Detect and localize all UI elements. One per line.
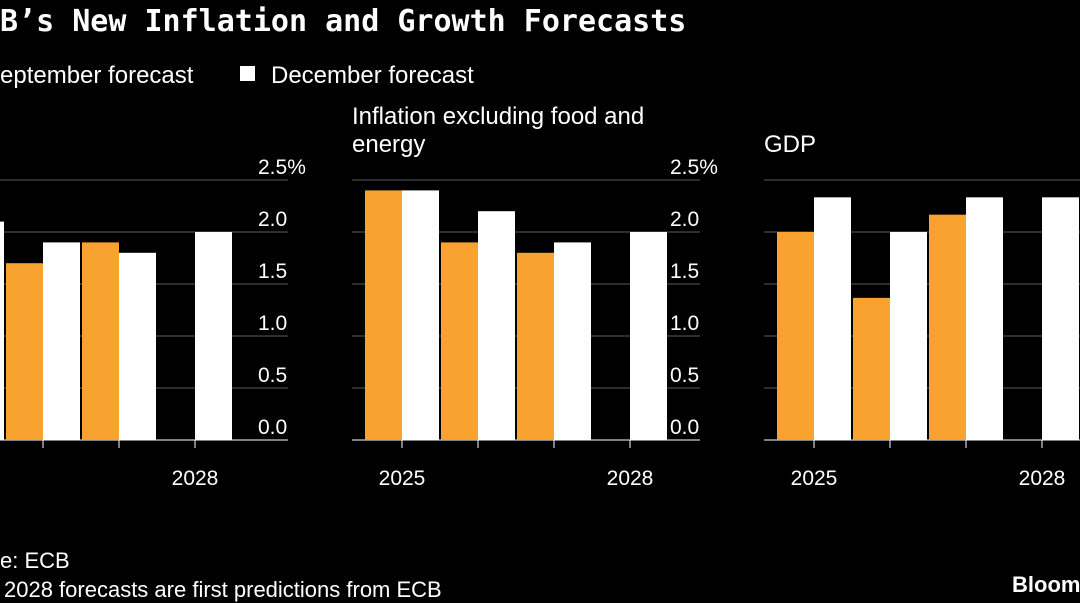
bar-december-2028 [630, 232, 667, 440]
footer-source: e: ECB [0, 548, 70, 573]
y-tick-label: 0.5 [670, 364, 699, 387]
bar-september-2026 [853, 297, 890, 440]
y-tick-label: 1.5 [258, 260, 287, 283]
x-tick-label: 2025 [791, 467, 838, 490]
chart-panels: tion0.00.51.01.52.02.5%52028Inflation ex… [0, 103, 1080, 490]
chart-panel-3: GDP 2025 2028 [764, 131, 1080, 490]
legend: eptember forecast December forecast [0, 62, 474, 89]
bar-december-2027 [119, 252, 156, 440]
bar-september-2027 [517, 252, 554, 440]
x-tick-label: 2028 [1019, 467, 1066, 490]
panel-title-line: energy [352, 131, 425, 158]
y-tick-label: 1.0 [670, 312, 699, 335]
bar-december-2025 [402, 190, 439, 440]
bar-december-2025 [814, 197, 851, 440]
bar-december-2028 [1042, 197, 1079, 440]
y-tick-label: 2.0 [670, 208, 699, 231]
bar-december-2028 [195, 232, 232, 440]
panel-title-line: Inflation excluding food and [352, 103, 644, 130]
bar-september-2027 [929, 214, 966, 440]
bar-september-2026 [441, 242, 478, 440]
x-tick-label: 2028 [607, 467, 654, 490]
x-tick-label: 2028 [172, 467, 219, 490]
bar-december-2026 [890, 232, 927, 440]
bar-december-2027 [966, 197, 1003, 440]
panel-title-line: GDP [764, 131, 816, 158]
y-tick-label: 0.5 [258, 364, 287, 387]
bar-december-2025 [0, 221, 4, 440]
y-tick-label: 1.0 [258, 312, 287, 335]
bar-september-2027 [82, 242, 119, 440]
chart-title: B’s New Inflation and Growth Forecasts [0, 4, 686, 39]
y-tick-label: 2.0 [258, 208, 287, 231]
bar-december-2027 [554, 242, 591, 440]
footer-note: 2028 forecasts are first predictions fro… [4, 577, 442, 602]
y-tick-label: 0.0 [258, 416, 287, 439]
y-tick-label: 2.5% [258, 156, 306, 179]
legend-label-december: December forecast [271, 62, 474, 89]
brand-logo-text: Bloom [1012, 572, 1080, 597]
bar-september-2025 [777, 232, 814, 440]
bar-september-2026 [6, 263, 43, 440]
bar-september-2025 [365, 190, 402, 440]
y-tick-label: 0.0 [670, 416, 699, 439]
y-tick-label: 1.5 [670, 260, 699, 283]
x-tick-label: 2025 [379, 467, 426, 490]
legend-swatch-december [240, 66, 255, 81]
legend-label-september: eptember forecast [0, 62, 194, 89]
bar-december-2026 [43, 242, 80, 440]
y-tick-label: 2.5% [670, 156, 718, 179]
bar-december-2026 [478, 211, 515, 440]
